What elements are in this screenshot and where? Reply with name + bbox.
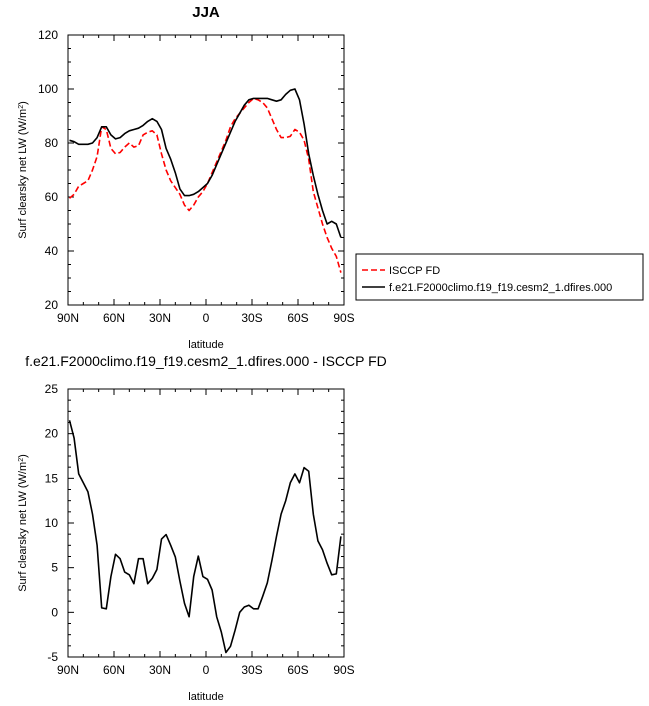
bottom-chart-series-0-line [68, 420, 342, 654]
bottom-chart-title: f.e21.F2000climo.f19_f19.cesm2_1.dfires.… [25, 353, 387, 369]
bottom-chart-series [68, 420, 342, 654]
top-chart-ytick-label: 20 [45, 298, 59, 312]
top-chart-xtick-label: 90N [57, 311, 79, 325]
legend-box [355, 253, 644, 301]
top-chart-ytick-label: 40 [45, 244, 59, 258]
top-chart-xtick-label: 60S [287, 311, 308, 325]
bottom-chart-xtick-label: 30S [241, 663, 262, 677]
bottom-chart-ytick-label: 10 [45, 516, 59, 530]
top-chart-ylabel: Surf clearsky net LW (W/m2) [17, 101, 29, 239]
top-chart-ytick-label: 120 [38, 28, 58, 42]
bottom-chart-xtick-label: 60S [287, 663, 308, 677]
bottom-chart-ytick-label: 25 [45, 382, 59, 396]
top-chart-ytick-label: 80 [45, 136, 59, 150]
top-chart-xtick-label: 30S [241, 311, 262, 325]
bottom-chart-ytick-label: 20 [45, 427, 59, 441]
top-chart-xtick-label: 0 [203, 311, 210, 325]
top-chart-ytick-label: 60 [45, 190, 59, 204]
top-chart-xtick-label: 90S [333, 311, 354, 325]
bottom-chart: f.e21.F2000climo.f19_f19.cesm2_1.dfires.… [17, 353, 387, 703]
top-chart-ticks: 90N 60N 30N 0 30S 60S 90S 20 40 60 80 100 120 [38, 28, 355, 325]
top-chart-xtick-label: 60N [103, 311, 125, 325]
top-chart-title: JJA [192, 4, 220, 21]
bottom-chart-xtick-label: 90N [57, 663, 79, 677]
top-chart-xlabel: latitude [188, 339, 223, 351]
top-chart-series-1-line [69, 88, 342, 238]
legend-label-isccp: ISCCP FD [389, 265, 440, 277]
top-chart-xtick-label: 30N [149, 311, 171, 325]
bottom-chart-xtick-label: 60N [103, 663, 125, 677]
top-chart: JJA 90N 60N 30N 0 30S 60S 90S 20 40 60 80 100 120 la… [17, 4, 355, 351]
bottom-chart-xtick-label: 90S [333, 663, 354, 677]
top-chart-series-0-line [68, 97, 342, 273]
top-chart-frame [67, 34, 345, 306]
bottom-chart-ytick-label: 5 [51, 561, 58, 575]
top-chart-series [68, 88, 342, 273]
legend-label-model: f.e21.F2000climo.f19_f19.cesm2_1.dfires.… [389, 282, 612, 294]
bottom-chart-ytick-label: 0 [51, 605, 58, 619]
bottom-chart-frame [67, 388, 345, 658]
bottom-chart-xlabel: latitude [188, 691, 223, 703]
legend: ISCCP FD f.e21.F2000climo.f19_f19.cesm2_… [355, 253, 644, 301]
bottom-chart-xtick-label: 30N [149, 663, 171, 677]
top-chart-ytick-label: 100 [38, 82, 58, 96]
bottom-chart-xtick-label: 0 [203, 663, 210, 677]
bottom-chart-ylabel: Surf clearsky net LW (W/m2) [17, 454, 29, 592]
bottom-chart-ytick-label: 15 [45, 471, 59, 485]
bottom-chart-ytick-label: -5 [47, 650, 58, 664]
bottom-chart-ticks: 90N 60N 30N 0 30S 60S 90S -5 0 5 10 15 20 25 [45, 382, 355, 677]
